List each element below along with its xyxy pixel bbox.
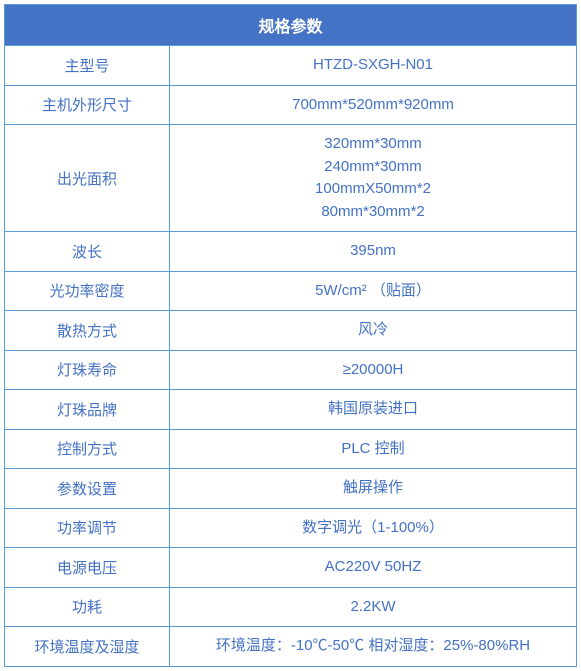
table-row: 灯珠寿命 ≥20000H	[5, 350, 576, 390]
value-line: 韩国原装进口	[328, 398, 418, 421]
table-row: 环境温度及湿度 环境温度：-10℃-50℃ 相对湿度：25%-80%RH	[5, 626, 576, 666]
table-row: 主型号 HTZD-SXGH-N01	[5, 45, 576, 85]
row-label: 功率调节	[5, 509, 170, 548]
row-label: 灯珠寿命	[5, 351, 170, 390]
row-label: 控制方式	[5, 430, 170, 469]
row-value: 700mm*520mm*920mm	[170, 86, 576, 125]
value-line: 数字调光（1-100%）	[302, 517, 444, 540]
table-row: 参数设置 触屏操作	[5, 468, 576, 508]
table-row: 控制方式 PLC 控制	[5, 429, 576, 469]
row-value: AC220V 50HZ	[170, 548, 576, 587]
table-header: 规格参数	[5, 5, 576, 45]
value-line: 320mm*30mm	[324, 133, 422, 156]
row-value: 395nm	[170, 232, 576, 271]
row-value: 韩国原装进口	[170, 390, 576, 429]
table-row: 光功率密度 5W/cm² （贴面）	[5, 271, 576, 311]
spec-table: 规格参数 主型号 HTZD-SXGH-N01 主机外形尺寸 700mm*520mm*9…	[4, 4, 577, 667]
table-row: 主机外形尺寸 700mm*520mm*920mm	[5, 85, 576, 125]
row-label: 电源电压	[5, 548, 170, 587]
table-row: 散热方式 风冷	[5, 310, 576, 350]
value-line: 5W/cm² （贴面）	[315, 280, 431, 303]
value-line: 395nm	[350, 240, 396, 263]
row-value: 触屏操作	[170, 469, 576, 508]
table-row: 波长 395nm	[5, 231, 576, 271]
value-line: 700mm*520mm*920mm	[292, 94, 454, 117]
value-line: 触屏操作	[343, 477, 403, 500]
value-line: AC220V 50HZ	[325, 556, 422, 579]
value-line: 2.2KW	[350, 596, 395, 619]
row-value: 5W/cm² （贴面）	[170, 272, 576, 311]
row-label: 参数设置	[5, 469, 170, 508]
row-label: 波长	[5, 232, 170, 271]
row-value: ≥20000H	[170, 351, 576, 390]
table-row: 功耗 2.2KW	[5, 587, 576, 627]
row-label: 出光面积	[5, 125, 170, 231]
table-row: 电源电压 AC220V 50HZ	[5, 547, 576, 587]
table-row: 出光面积320mm*30mm240mm*30mm100mmX50mm*280mm…	[5, 124, 576, 231]
row-label: 环境温度及湿度	[5, 627, 170, 666]
table-body: 主型号 HTZD-SXGH-N01 主机外形尺寸 700mm*520mm*920mm 出…	[5, 45, 576, 666]
value-line: 240mm*30mm	[324, 156, 422, 179]
row-value: 320mm*30mm240mm*30mm100mmX50mm*280mm*30m…	[170, 125, 576, 231]
row-value: 数字调光（1-100%）	[170, 509, 576, 548]
value-line: 80mm*30mm*2	[321, 201, 424, 224]
value-line: HTZD-SXGH-N01	[313, 54, 433, 77]
value-line: 100mmX50mm*2	[315, 178, 431, 201]
table-title: 规格参数	[258, 19, 322, 36]
row-label: 主型号	[5, 46, 170, 85]
row-value: 2.2KW	[170, 588, 576, 627]
row-label: 功耗	[5, 588, 170, 627]
value-line: 环境温度：-10℃-50℃ 相对湿度：25%-80%RH	[216, 635, 530, 658]
value-line: PLC 控制	[341, 438, 404, 461]
row-value: 风冷	[170, 311, 576, 350]
row-label: 灯珠品牌	[5, 390, 170, 429]
row-value: HTZD-SXGH-N01	[170, 46, 576, 85]
table-row: 灯珠品牌 韩国原装进口	[5, 389, 576, 429]
table-row: 功率调节 数字调光（1-100%）	[5, 508, 576, 548]
value-line: ≥20000H	[343, 359, 404, 382]
value-line: 风冷	[358, 319, 388, 342]
row-label: 主机外形尺寸	[5, 86, 170, 125]
row-label: 光功率密度	[5, 272, 170, 311]
row-label: 散热方式	[5, 311, 170, 350]
row-value: 环境温度：-10℃-50℃ 相对湿度：25%-80%RH	[170, 627, 576, 666]
row-value: PLC 控制	[170, 430, 576, 469]
